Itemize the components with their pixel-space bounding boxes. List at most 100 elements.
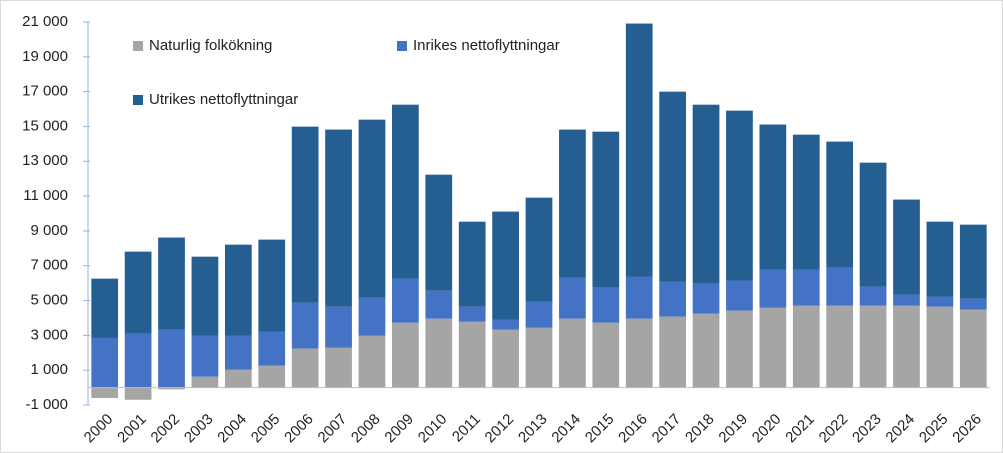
bar-segment: [792, 269, 820, 306]
y-tick-label: 19 000: [22, 48, 68, 65]
bar-segment: [859, 286, 887, 306]
bar-segment: [492, 329, 519, 388]
bar-segment: [692, 283, 720, 314]
bar-segment: [224, 369, 252, 388]
bar-segment: [358, 119, 386, 298]
bar-segment: [726, 110, 753, 281]
bar-segment: [826, 267, 854, 306]
bar-segment: [592, 131, 620, 288]
y-tick-label: -1 000: [25, 396, 68, 413]
bar-segment: [792, 305, 820, 388]
bar-segment: [959, 309, 987, 388]
bar-segment: [692, 104, 720, 284]
bar-segment: [224, 335, 252, 370]
bar-segment: [325, 129, 352, 307]
bar-segment: [158, 387, 185, 390]
y-tick-label: 13 000: [22, 152, 68, 169]
y-tick-label: 1 000: [30, 361, 68, 378]
bar-segment: [291, 348, 319, 388]
bar-segment: [759, 307, 787, 388]
bar-segment: [759, 269, 787, 308]
legend-swatch: [133, 41, 143, 51]
bar-segment: [458, 306, 486, 322]
bar-segment: [492, 319, 519, 330]
bar-segment: [325, 347, 352, 388]
bar-segment: [258, 331, 286, 366]
bar-segment: [358, 335, 386, 388]
bar-segment: [659, 281, 686, 317]
legend-swatch: [397, 41, 407, 51]
bar-segment: [893, 199, 920, 295]
bar-segment: [425, 290, 453, 319]
legend-label: Utrikes nettoflyttningar: [149, 91, 298, 108]
bar-segment: [158, 329, 185, 388]
bar-segment: [191, 376, 219, 388]
bar-segment: [625, 276, 653, 319]
bar-segment: [926, 296, 954, 307]
bar-segment: [492, 211, 519, 320]
bar-segment: [726, 280, 753, 311]
bar-segment: [625, 318, 653, 388]
y-tick-label: 5 000: [30, 292, 68, 309]
bar-segment: [592, 322, 620, 388]
bar-segment: [592, 287, 620, 323]
bar-segment: [224, 244, 252, 336]
y-tick-label: 7 000: [30, 257, 68, 274]
bar-segment: [692, 313, 720, 388]
bar-segment: [191, 256, 219, 336]
bar-segment: [124, 387, 152, 400]
bar-segment: [291, 302, 319, 349]
bar-segment: [458, 221, 486, 307]
bar-segment: [525, 197, 553, 302]
bar-segment: [258, 365, 286, 388]
bar-segment: [525, 301, 553, 328]
bar-segment: [826, 141, 854, 268]
bar-segment: [559, 318, 586, 388]
y-tick-label: 21 000: [22, 13, 68, 30]
bar-segment: [959, 224, 987, 299]
bar-segment: [926, 306, 954, 388]
bar-segment: [792, 134, 820, 270]
bar-segment: [291, 126, 319, 303]
bar-segment: [458, 321, 486, 388]
bar-segment: [893, 305, 920, 388]
y-tick-label: 3 000: [30, 326, 68, 343]
bar-segment: [726, 310, 753, 388]
bar-segment: [358, 297, 386, 336]
bar-segment: [859, 162, 887, 287]
bar-segment: [158, 237, 185, 330]
y-tick-label: 11 000: [23, 187, 68, 204]
bar-segment: [959, 298, 987, 310]
bar-segment: [893, 294, 920, 306]
bar-segment: [425, 174, 453, 291]
bar-segment: [425, 318, 453, 388]
bar-segment: [625, 23, 653, 277]
legend-label: Naturlig folkökning: [149, 37, 272, 54]
bar-segment: [325, 306, 352, 348]
bar-segment: [659, 91, 686, 282]
y-tick-label: 15 000: [22, 117, 68, 134]
bar-segment: [826, 305, 854, 388]
y-tick-label: 17 000: [22, 83, 68, 100]
bar-segment: [392, 278, 419, 323]
bar-segment: [191, 335, 219, 377]
y-tick-label: 9 000: [30, 222, 68, 239]
bar-segment: [525, 327, 553, 388]
legend-label: Inrikes nettoflyttningar: [413, 37, 560, 54]
bar-segment: [91, 337, 119, 388]
bar-segment: [392, 104, 419, 279]
bar-segment: [124, 251, 152, 334]
bar-segment: [559, 129, 586, 278]
bar-segment: [859, 305, 887, 388]
bar-segment: [124, 333, 152, 388]
bar-segment: [926, 221, 954, 297]
bar-segment: [258, 239, 286, 332]
bar-segment: [392, 322, 419, 388]
bar-segment: [91, 278, 119, 338]
bar-segment: [559, 277, 586, 319]
bar-segment: [659, 316, 686, 388]
legend-swatch: [133, 95, 143, 105]
bar-segment: [91, 387, 119, 399]
bar-segment: [759, 124, 787, 270]
